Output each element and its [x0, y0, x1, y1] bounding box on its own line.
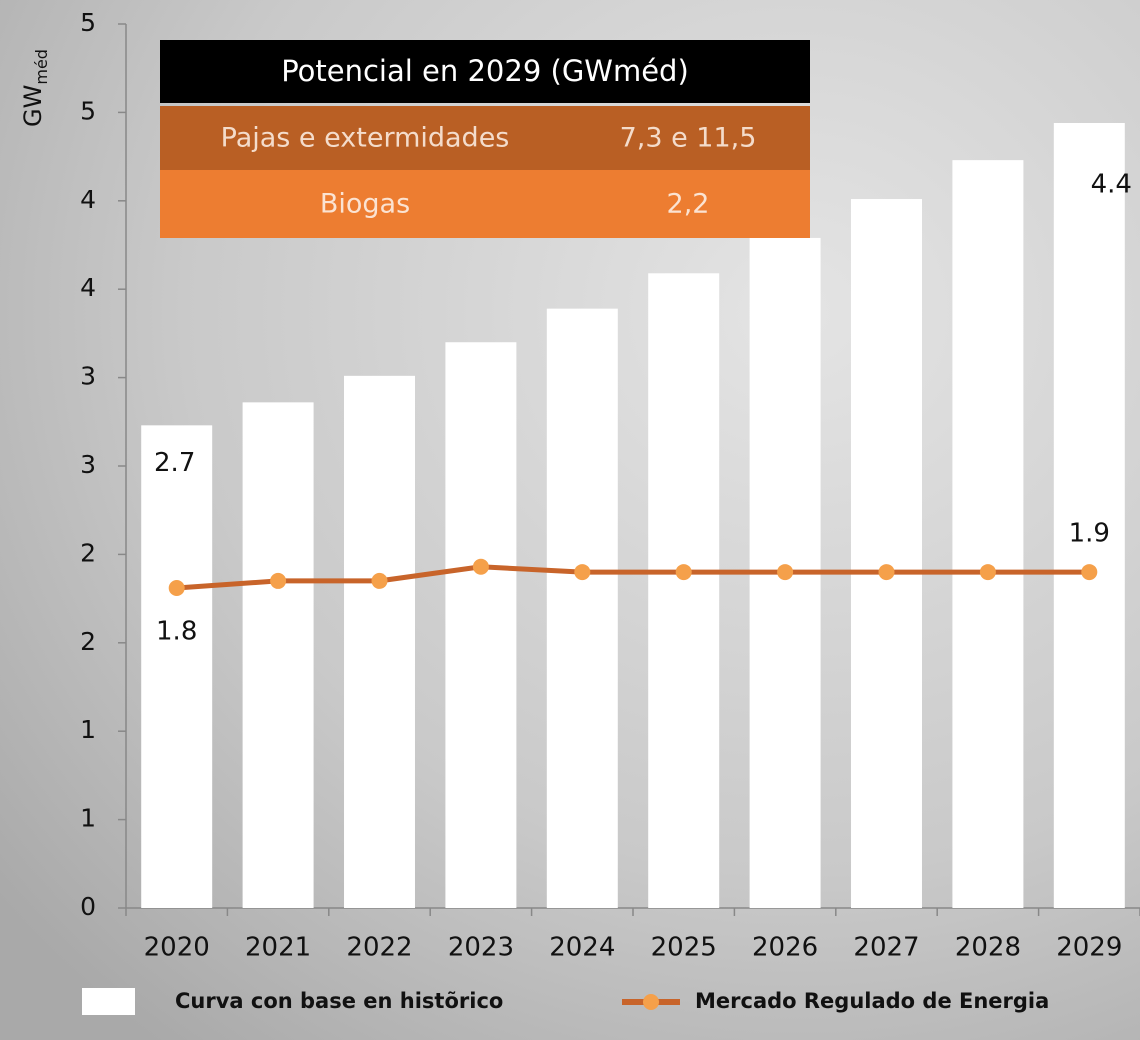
x-tick-label: 2025: [651, 933, 717, 963]
data-label: 2.7: [154, 448, 195, 478]
y-tick-label: 0: [80, 892, 96, 921]
legend-swatch: [643, 994, 659, 1010]
y-tick-label: 5: [80, 96, 96, 125]
y-tick-label: 1: [80, 715, 96, 744]
x-tick-label: 2022: [346, 933, 412, 963]
legend-swatch: [82, 988, 135, 1015]
table-row-bg: [160, 170, 810, 238]
bar: [952, 160, 1024, 909]
bar: [1053, 123, 1125, 909]
y-axis-label: GWméd: [19, 49, 51, 127]
table-header-bg: [160, 40, 810, 103]
x-tick-label: 2029: [1056, 933, 1122, 963]
x-tick-label: 2026: [752, 933, 818, 963]
x-tick-label: 2021: [245, 933, 311, 963]
x-tick-label: 2028: [955, 933, 1021, 963]
table-title: Potencial en 2029 (GWméd): [281, 54, 689, 88]
data-label: 4.4: [1091, 170, 1132, 200]
y-tick-label: 2: [80, 538, 96, 567]
legend-label: Curva con base en histõrico: [175, 989, 503, 1013]
line-marker: [878, 564, 895, 581]
legend-label: Mercado Regulado de Energia: [695, 989, 1049, 1013]
inset-table: Potencial en 2029 (GWméd) Pajas e exterm…: [160, 40, 810, 238]
y-tick-label: 4: [80, 273, 96, 302]
y-tick-label: 3: [80, 450, 96, 479]
bar: [242, 402, 314, 908]
y-tick-label: 2: [80, 627, 96, 656]
bar: [851, 199, 922, 909]
table-cell: Pajas e extermidades: [221, 123, 510, 154]
bar: [445, 342, 517, 908]
bar: [648, 273, 720, 909]
line-marker: [1081, 564, 1098, 581]
plot-area: 0 1 1 2 2 3 3 4 4 5 5 2020 2021 2022 2023 2024 2025 2026 2…: [80, 8, 1140, 963]
line-marker: [574, 564, 591, 581]
x-tick-label: 2024: [549, 933, 615, 963]
y-axis-label-main: GW: [19, 85, 47, 127]
line-marker: [371, 572, 388, 589]
bar: [344, 375, 415, 908]
y-tick-label: 5: [80, 8, 96, 37]
data-label: 1.9: [1069, 519, 1110, 549]
line-marker: [979, 564, 996, 581]
table-cell: 7,3 e 11,5: [620, 123, 757, 154]
table-cell: Biogas: [320, 189, 410, 220]
table-row-bg: [160, 106, 810, 170]
y-axis-label-sub: méd: [32, 49, 51, 85]
y-tick-label: 4: [80, 185, 96, 214]
line-marker: [270, 572, 287, 589]
y-tick-label: 3: [80, 362, 96, 391]
table-cell: 2,2: [667, 189, 710, 220]
x-tick-label: 2020: [144, 933, 210, 963]
line-marker: [168, 579, 185, 596]
line-marker: [472, 558, 489, 575]
bar: [141, 425, 213, 908]
y-tick-label: 1: [80, 804, 96, 833]
line-marker: [675, 564, 692, 581]
x-tick-label: 2027: [853, 933, 919, 963]
bar: [546, 308, 618, 908]
line: [176, 564, 1090, 591]
x-tick-label: 2023: [448, 933, 514, 963]
line-marker: [777, 564, 794, 581]
data-label: 1.8: [156, 616, 197, 646]
